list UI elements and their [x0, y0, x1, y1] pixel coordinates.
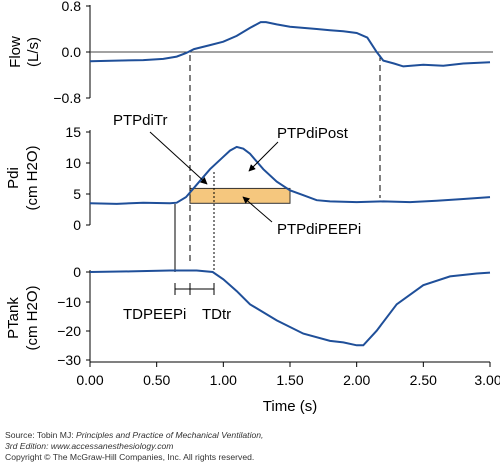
- flow-ytick-top: 0.8: [62, 0, 82, 14]
- xtick-5: 2.50: [410, 372, 437, 388]
- label-ptpditr: PTPdiTr: [113, 112, 167, 129]
- pdi-trace: [89, 145, 491, 205]
- arrow-ptpdipost: [248, 141, 279, 172]
- label-ptpdipost: PTPdiPost: [277, 125, 349, 142]
- source-line-1: Source: Tobin MJ: Principles and Practic…: [5, 430, 264, 440]
- xtick-2: 1.00: [210, 372, 237, 388]
- ptank-ylabel-unit: (cm H2O): [24, 286, 41, 351]
- arrow-ptpditr: [149, 131, 208, 185]
- flow-ytick-mid: 0.0: [62, 44, 82, 60]
- xtick-1: 0.50: [143, 372, 170, 388]
- label-ptpdipeepi: PTPdiPEEPi: [277, 221, 361, 238]
- ptank-ytick-minus10: −10: [57, 294, 81, 310]
- chart-figure: 0.8 0.0 −0.8 15 10 5 0 0 −10 −20 −30 Flo…: [5, 0, 500, 415]
- source-footer: Source: Tobin MJ: Principles and Practic…: [5, 430, 495, 463]
- pdi-ytick-0: 0: [73, 217, 81, 233]
- ptank-trace: [89, 269, 491, 347]
- flow-ylabel-unit: (L/s): [25, 37, 42, 67]
- ptp-peepi-band: [189, 187, 291, 204]
- x-axis-label: Time (s): [263, 398, 317, 415]
- xtick-0: 0.00: [76, 372, 103, 388]
- pdi-ytick-10: 10: [65, 155, 81, 171]
- xtick-3: 1.50: [276, 372, 303, 388]
- x-tick-marks: [89, 362, 491, 367]
- flow-trace: [89, 21, 491, 68]
- ptank-ylabel: PTank: [5, 297, 22, 339]
- label-tdtr: TDtr: [202, 306, 231, 323]
- pdi-ylabel: Pdi: [5, 167, 22, 189]
- source-line-2: 3rd Edition: www.accessanesthesiology.co…: [5, 441, 174, 451]
- pdi-ylabel-unit: (cm H2O): [24, 146, 41, 211]
- pdi-ytick-5: 5: [73, 186, 81, 202]
- pdi-ytick-15: 15: [65, 124, 81, 140]
- ptank-ytick-0: 0: [73, 264, 81, 280]
- arrow-ptpdipeepi: [242, 196, 273, 223]
- xtick-6: 3.00: [474, 372, 500, 388]
- flow-ytick-bottom: −0.8: [53, 90, 81, 106]
- flow-ylabel: Flow: [7, 36, 24, 68]
- ptank-ytick-minus30: −30: [57, 352, 81, 368]
- label-tdpeepi: TDPEEPi: [123, 306, 186, 323]
- ptank-ytick-minus20: −20: [57, 323, 81, 339]
- y-tick-marks: [86, 5, 90, 361]
- source-line-3: Copyright © The McGraw-Hill Companies, I…: [5, 452, 255, 462]
- xtick-4: 2.00: [343, 372, 370, 388]
